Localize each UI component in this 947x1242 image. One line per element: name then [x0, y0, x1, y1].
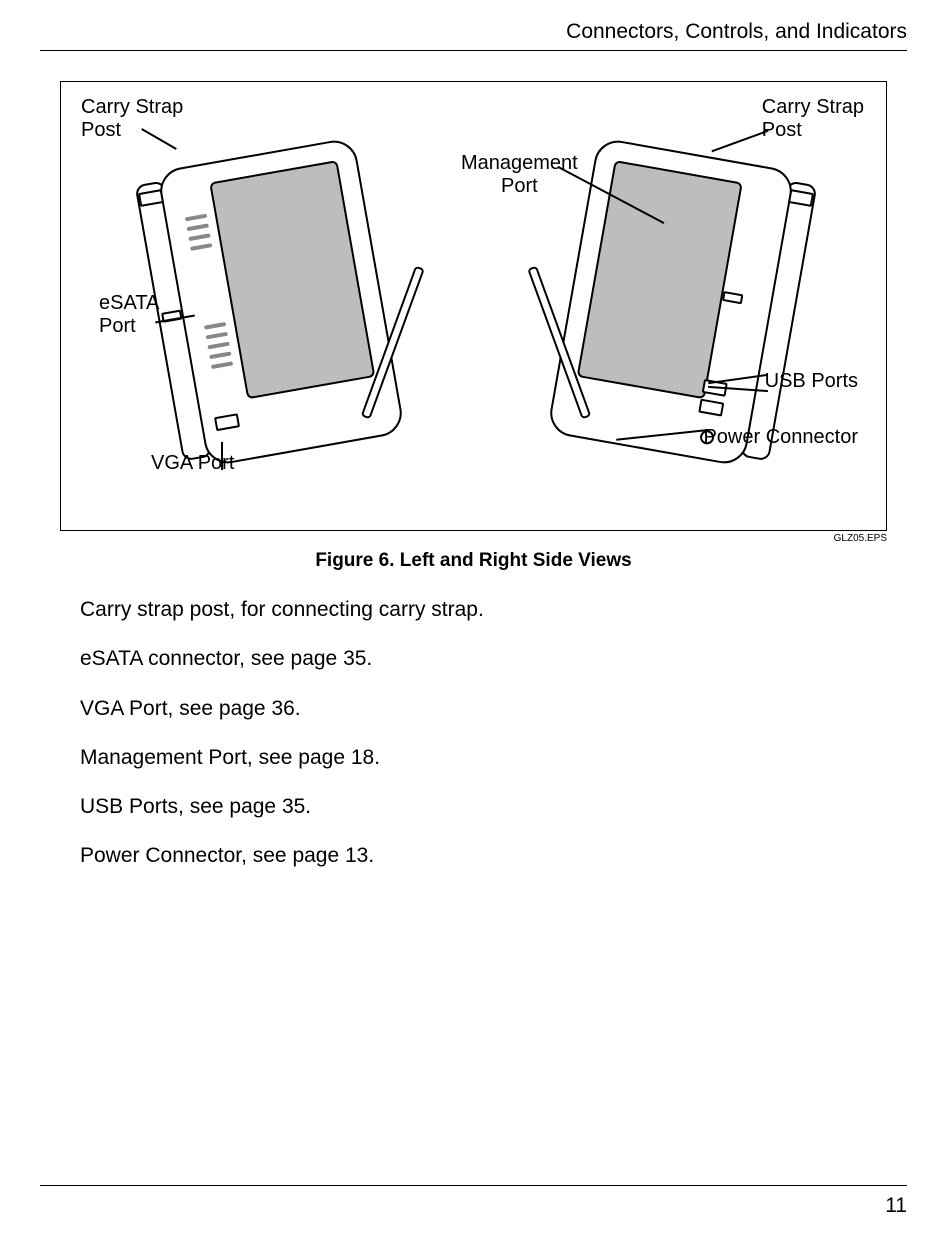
- header-title: Connectors, Controls, and Indicators: [566, 20, 907, 43]
- body-text-list: Carry strap post, for connecting carry s…: [80, 596, 867, 870]
- callout-management-port: Management Port: [461, 152, 578, 198]
- callout-carry-strap-right: Carry Strap Post: [762, 96, 864, 142]
- body-item: eSATA connector, see page 35.: [80, 645, 867, 672]
- figure-box: Carry Strap Post Carry Strap Post Manage…: [60, 81, 887, 531]
- body-item: Management Port, see page 18.: [80, 744, 867, 771]
- callout-power-connector: Power Connector: [703, 426, 858, 449]
- page-number: 11: [885, 1194, 907, 1218]
- body-item: Power Connector, see page 13.: [80, 842, 867, 869]
- leader-line: [221, 442, 223, 470]
- page-footer-rule: [40, 1185, 907, 1186]
- callout-carry-strap-left: Carry Strap Post: [81, 96, 183, 142]
- body-item: VGA Port, see page 36.: [80, 695, 867, 722]
- callout-esata-port: eSATA Port: [99, 292, 159, 338]
- device-left-view: [125, 122, 437, 482]
- page-header: Connectors, Controls, and Indicators: [40, 20, 907, 51]
- leader-line: [711, 130, 768, 152]
- body-item: USB Ports, see page 35.: [80, 793, 867, 820]
- eps-filename: GLZ05.EPS: [40, 533, 887, 544]
- callout-usb-ports: USB Ports: [765, 370, 858, 393]
- figure-caption: Figure 6. Left and Right Side Views: [40, 550, 907, 572]
- body-item: Carry strap post, for connecting carry s…: [80, 596, 867, 623]
